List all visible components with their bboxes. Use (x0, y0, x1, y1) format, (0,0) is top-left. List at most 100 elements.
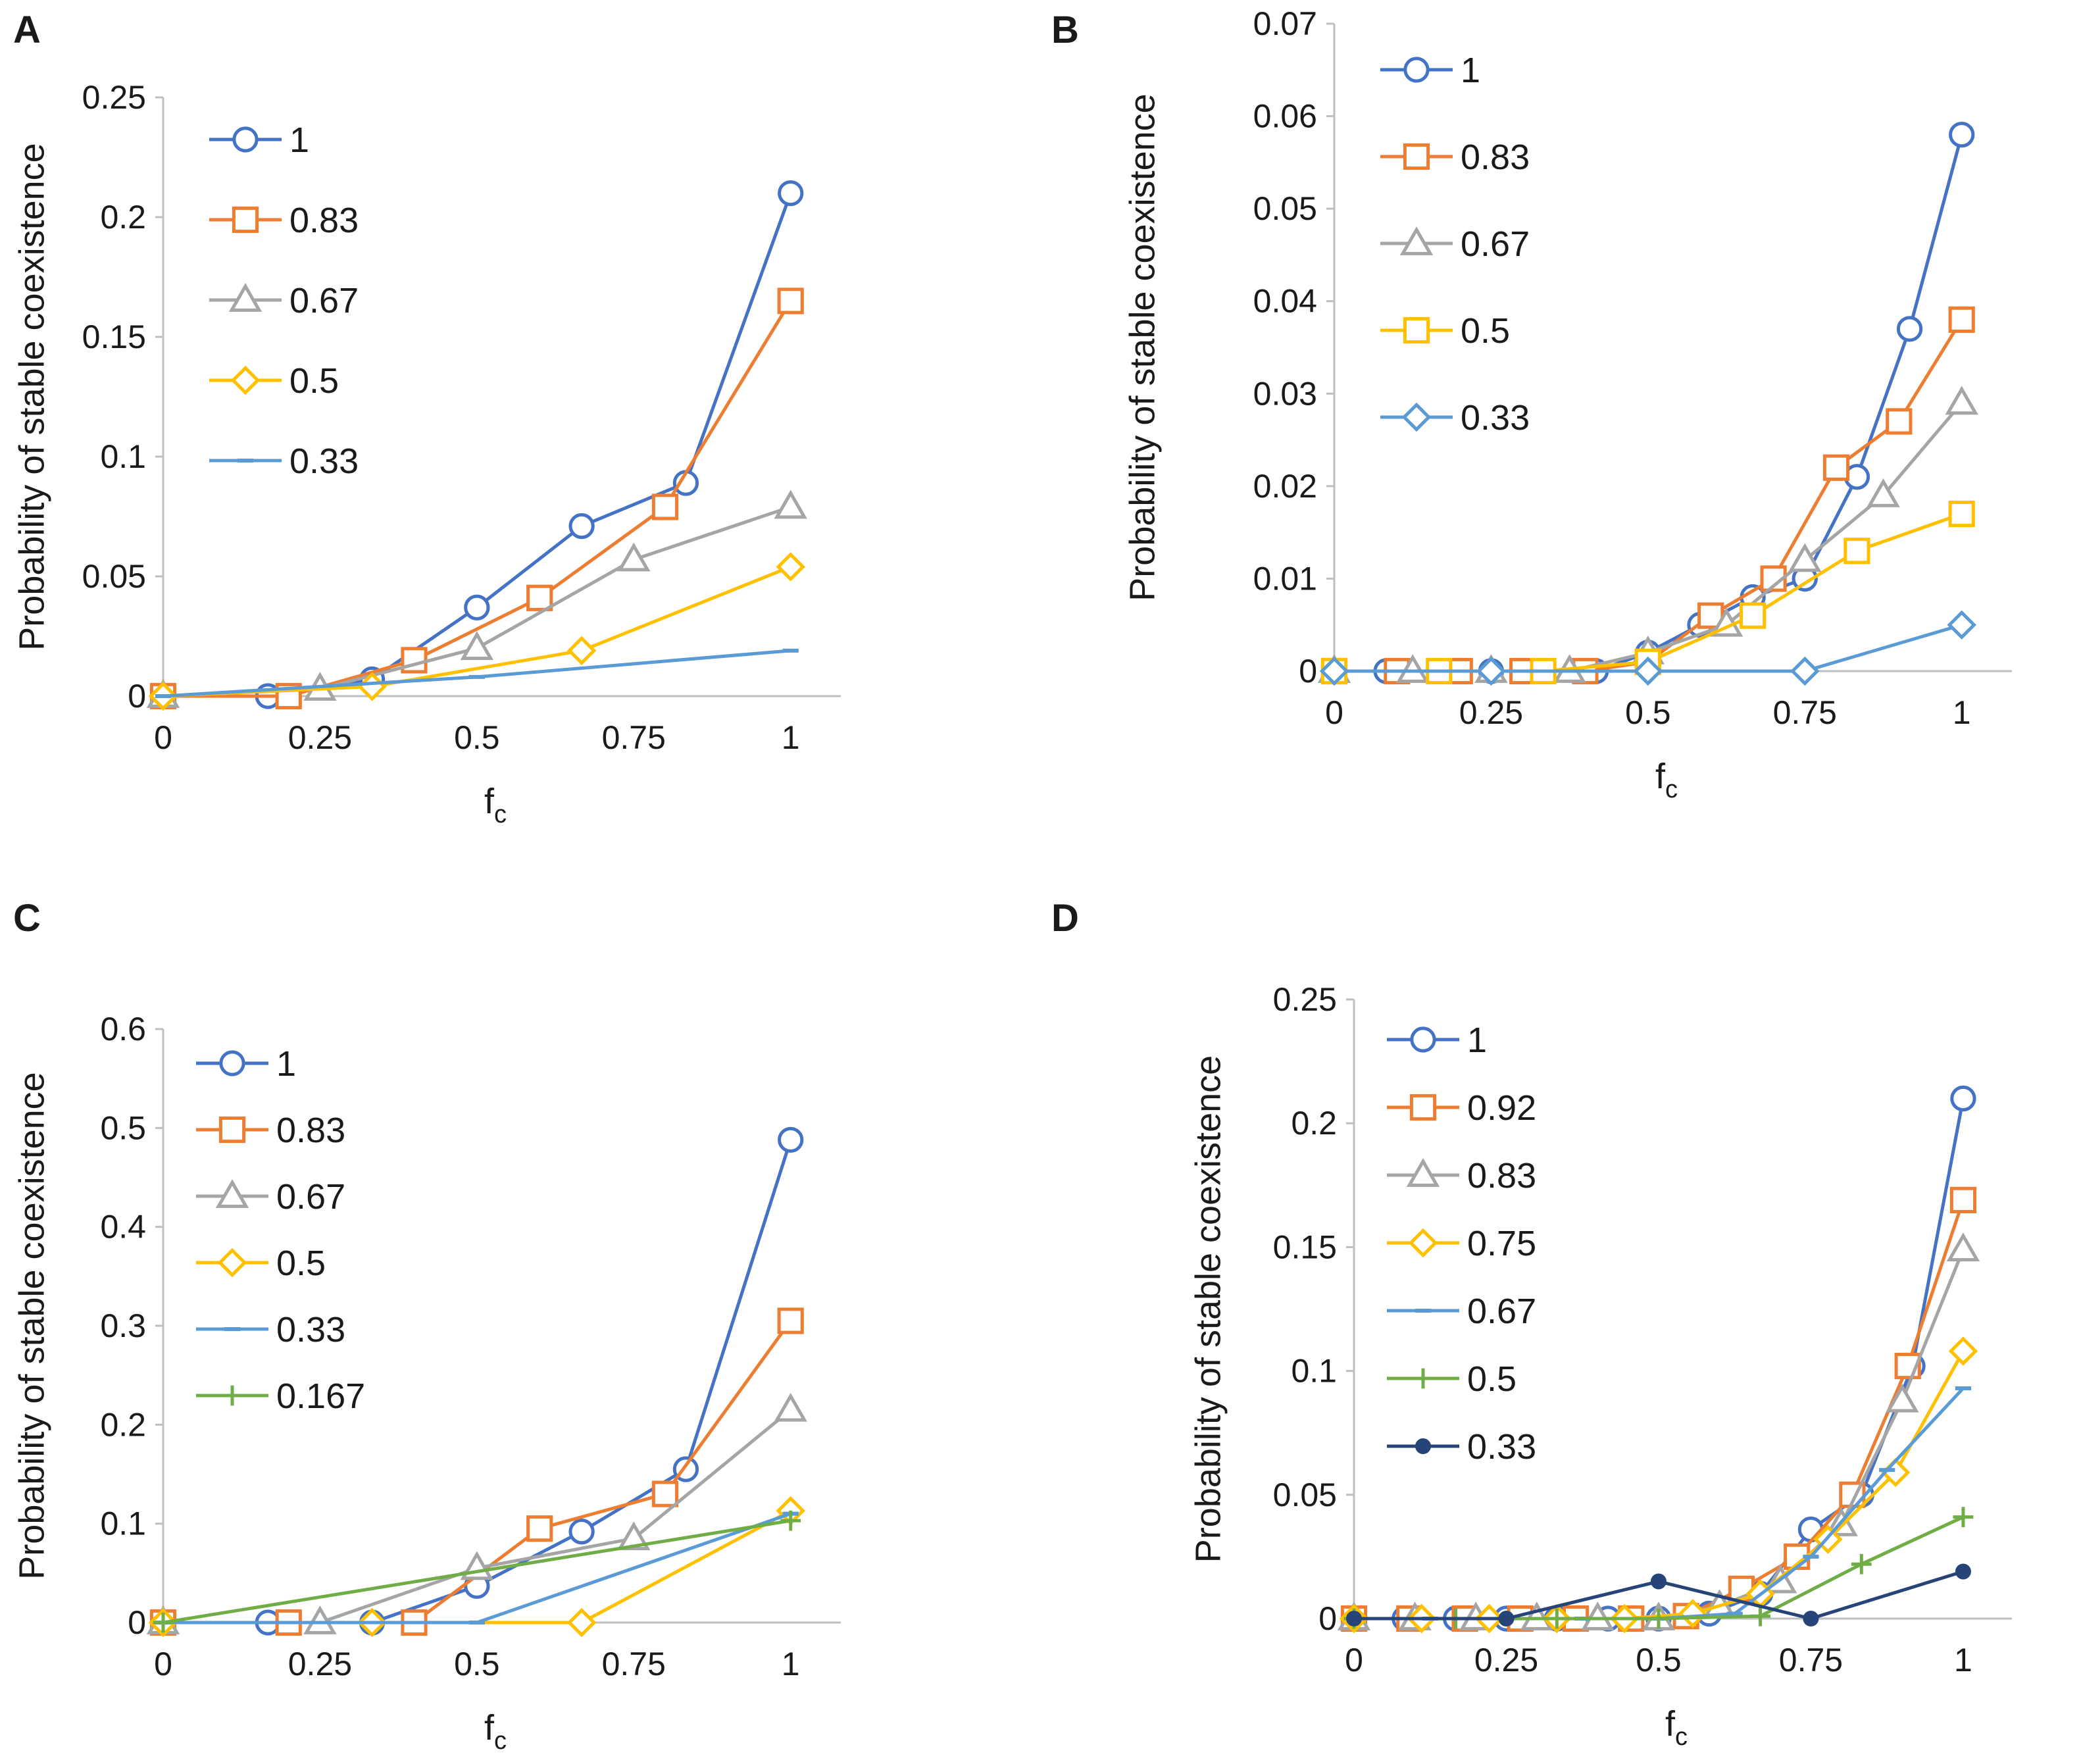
data-point (1946, 1232, 1980, 1262)
legend-item: 0.67 (1380, 224, 1530, 264)
data-point (1843, 538, 1870, 565)
x-axis-label: fc (484, 782, 507, 828)
y-tick-label: 0 (1299, 653, 1317, 690)
data-point (651, 493, 679, 520)
x-tick-label: 0.25 (288, 1646, 352, 1682)
y-tick-label: 0 (1318, 1600, 1337, 1637)
legend: 1 0.92 0.83 0.75 0.67 0.5 0.33 (1387, 1021, 1536, 1467)
legend-item: 0.33 (196, 1310, 345, 1349)
y-tick-label: 0.04 (1253, 283, 1317, 320)
data-point (1788, 543, 1822, 572)
legend-label: 0.83 (1467, 1156, 1536, 1196)
data-point (1894, 1352, 1921, 1380)
data-point (778, 1126, 804, 1153)
x-tick-label: 0 (1325, 694, 1343, 731)
y-tick-label: 0.3 (100, 1307, 146, 1344)
legend-label: 0.75 (1467, 1224, 1536, 1263)
data-point (780, 1510, 801, 1531)
legend-marker (1406, 1158, 1440, 1187)
legend-label: 0.167 (276, 1376, 365, 1416)
legend-label: 1 (1467, 1021, 1487, 1060)
legend-item: 0.5 (209, 361, 339, 401)
data-point (1395, 654, 1430, 683)
data-point (1886, 408, 1913, 435)
data-point (1950, 1085, 1976, 1112)
legend: 1 0.83 0.67 0.5 0.33 (1380, 51, 1530, 438)
data-point (1346, 1611, 1362, 1626)
legend-marker (222, 1385, 243, 1406)
legend-marker (1415, 1438, 1431, 1454)
y-axis-label: Probability of stable coexistence (12, 1072, 51, 1579)
legend: 1 0.83 0.67 0.5 0.33 (209, 120, 359, 481)
data-point (566, 636, 597, 666)
data-point (1790, 656, 1820, 686)
legend-label: 0.67 (276, 1177, 345, 1217)
data-point (1851, 1553, 1872, 1575)
legend-item: 0.83 (196, 1111, 345, 1150)
legend-item: 0.167 (196, 1376, 365, 1416)
legend-item: 1 (1380, 51, 1480, 90)
legend-marker (218, 1116, 246, 1144)
data-point (153, 1612, 174, 1633)
y-tick-label: 0.6 (100, 1011, 146, 1047)
data-point (1803, 1611, 1819, 1626)
data-point (1648, 1608, 1669, 1629)
y-tick-label: 0.2 (100, 199, 146, 236)
series-line (1334, 318, 1963, 673)
legend-label: 0.33 (289, 441, 359, 481)
series-0-33 (1346, 1563, 1971, 1626)
series-0-83 (149, 288, 804, 710)
series-0-83 (1337, 1232, 1980, 1630)
series-line (163, 192, 793, 698)
data-point (777, 288, 804, 315)
y-axis-label: Probability of stable coexistence (12, 143, 51, 650)
legend-marker (1403, 316, 1430, 344)
legend-marker (1401, 402, 1432, 432)
legend-item: 0.5 (1387, 1359, 1517, 1399)
series-0-33 (155, 648, 799, 698)
data-point (651, 1480, 679, 1507)
panel-c: C 0 0.1 0.2 0.3 0.4 0.5 0.6 0 0.25 0.5 0.75 1 fc Proba… (12, 897, 841, 1755)
y-axis-label: Probability of stable coexistence (1188, 1055, 1228, 1563)
x-axis-label: fc (1665, 1704, 1688, 1751)
y-tick-label: 0.05 (82, 558, 146, 595)
legend-marker (1403, 143, 1430, 170)
data-point (1896, 316, 1923, 342)
panel-letter: A (13, 9, 41, 51)
y-tick-label: 0.25 (1273, 981, 1337, 1018)
y-tick-label: 0 (128, 678, 146, 715)
data-point (526, 1515, 553, 1542)
panel-d: D 0 0.05 0.1 0.15 0.2 0.25 0 0.25 0.5 0.75 1 fc Proba… (1051, 897, 2012, 1751)
series-0-167 (153, 1510, 801, 1633)
data-point (1581, 1601, 1615, 1630)
legend-label: 0.33 (276, 1310, 345, 1349)
y-tick-label: 0.15 (1273, 1228, 1337, 1265)
data-point (1498, 1611, 1515, 1626)
series-line (163, 300, 792, 698)
y-tick-label: 0.06 (1253, 98, 1317, 135)
legend-label: 0.5 (1467, 1359, 1517, 1399)
legend-label: 0.5 (1461, 311, 1510, 351)
data-point (1740, 602, 1767, 629)
data-point (1750, 1605, 1770, 1626)
legend-item: 0.33 (1380, 398, 1530, 438)
y-tick-label: 0.07 (1253, 5, 1317, 42)
legend-label: 1 (276, 1044, 296, 1084)
series-0-33 (1319, 610, 1976, 686)
data-point (778, 180, 804, 207)
data-point (1650, 1573, 1667, 1590)
data-point (460, 631, 494, 661)
x-axis-label: fc (1655, 757, 1678, 803)
data-point (1886, 1383, 1919, 1413)
y-tick-label: 0.2 (100, 1406, 146, 1443)
series-0-5 (1320, 500, 1975, 685)
x-tick-label: 0.75 (1779, 1642, 1843, 1678)
legend-marker (1403, 57, 1430, 83)
x-tick-label: 0.75 (602, 719, 666, 756)
legend-marker (1408, 1228, 1438, 1258)
legend-marker (230, 365, 261, 395)
legend-marker (1399, 226, 1434, 255)
legend-label: 0.67 (1467, 1292, 1536, 1331)
series-line (1354, 1199, 1965, 1621)
